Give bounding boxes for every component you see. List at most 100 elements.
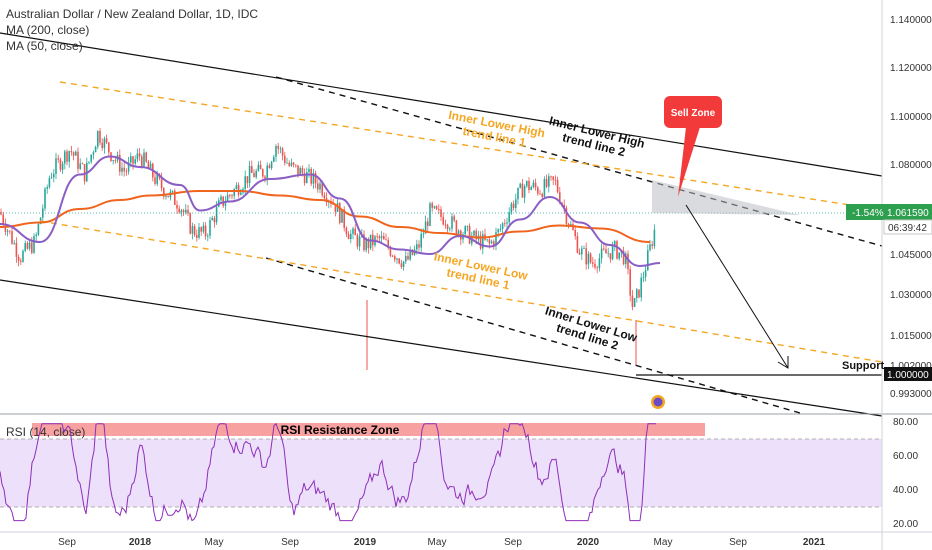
rsi-legend: RSI (14, close) — [6, 425, 85, 439]
candle-body — [15, 242, 18, 257]
candle-body — [556, 179, 559, 193]
candle-body — [53, 173, 55, 178]
candle-body — [647, 250, 649, 271]
candle-body — [37, 223, 40, 235]
candle-body — [444, 224, 447, 226]
time-tick-label: May — [654, 537, 673, 548]
candle-body — [262, 169, 264, 177]
candle-body — [356, 235, 359, 247]
candle-body — [442, 216, 444, 225]
candle-body — [11, 231, 13, 244]
candle-body — [77, 151, 79, 169]
candle-body — [543, 179, 546, 197]
candle-body — [497, 229, 499, 233]
candle-body — [81, 163, 84, 165]
rsi-tick-label: 40.00 — [893, 485, 918, 496]
candle-body — [526, 180, 528, 187]
candle-body — [31, 242, 33, 253]
candle-body — [101, 142, 103, 149]
candle-body — [284, 155, 286, 164]
candle-body — [17, 256, 20, 261]
ma200-legend[interactable]: MA (200, close) — [6, 23, 90, 37]
candle-body — [627, 253, 629, 270]
candle-body — [229, 194, 231, 196]
candle-body — [275, 146, 277, 157]
sell-zone-balloon — [664, 96, 722, 128]
symbol-title: Australian Dollar / New Zealand Dollar, … — [6, 7, 259, 21]
candle-body — [220, 196, 222, 201]
change-badge-text: -1.54% — [852, 208, 884, 219]
candle-body — [506, 222, 508, 224]
candle-body — [134, 159, 136, 164]
trend-lines — [0, 32, 883, 417]
candle-body — [207, 235, 209, 237]
candle-body — [138, 153, 141, 157]
candle-body — [537, 187, 539, 194]
candle-body — [319, 183, 321, 190]
candle-body — [583, 248, 585, 249]
candle-body — [79, 163, 81, 169]
inner-lower-low-line-2 — [265, 257, 801, 414]
candle-body — [592, 262, 594, 264]
price-tick-label: 1.030000 — [890, 290, 932, 301]
rsi-line — [0, 422, 656, 522]
sell-zone-label: Sell Zone — [671, 108, 716, 119]
candle-body — [367, 239, 370, 249]
candle-body — [363, 234, 365, 251]
ma50-line — [0, 155, 661, 268]
candle-body — [64, 151, 66, 164]
candle-body — [50, 177, 53, 179]
candle-body — [145, 152, 147, 162]
candle-body — [644, 270, 647, 277]
candle-body — [57, 158, 59, 160]
candle-body — [594, 263, 596, 268]
candle-body — [46, 187, 48, 189]
candle-body — [143, 152, 145, 166]
candle-body — [2, 214, 4, 224]
candle-body — [90, 154, 92, 162]
time-tick-label: 2018 — [129, 537, 152, 548]
candle-body — [176, 204, 178, 209]
candle-body — [565, 208, 568, 224]
candle-body — [105, 138, 108, 143]
candle-body — [490, 241, 493, 244]
candle-body — [548, 176, 550, 187]
candle-body — [455, 220, 458, 234]
candle-body — [147, 161, 150, 168]
candle-body — [286, 162, 288, 164]
candle-body — [20, 260, 22, 262]
candle-body — [534, 182, 537, 188]
ma50-legend[interactable]: MA (50, close) — [6, 39, 83, 53]
candle-body — [189, 213, 191, 234]
candle-body — [570, 224, 572, 226]
time-tick-label: Sep — [729, 537, 747, 548]
lower-channel-line — [0, 279, 883, 417]
rsi-tick-label: 80.00 — [893, 417, 918, 428]
candle-body — [301, 168, 304, 174]
candle-body — [149, 163, 152, 168]
candle-body — [303, 173, 306, 183]
candle-body — [378, 236, 381, 239]
time-tick-label: 2021 — [803, 537, 826, 548]
candle-body — [446, 224, 449, 230]
candle-body — [466, 225, 469, 227]
candle-body — [411, 249, 414, 255]
candle-body — [334, 204, 337, 212]
candle-body — [308, 168, 310, 173]
rsi-zone-label: RSI Resistance Zone — [281, 423, 400, 437]
candle-body — [400, 263, 403, 267]
candle-body — [123, 167, 125, 172]
candle-body — [299, 168, 301, 175]
price-tick-label: 1.002000 — [890, 361, 932, 372]
candle-body — [270, 161, 273, 169]
candle-body — [653, 229, 656, 247]
candle-body — [125, 171, 128, 173]
candle-body — [281, 148, 284, 156]
candle-body — [24, 243, 26, 251]
price-tick-label: 1.140000 — [890, 15, 932, 26]
candle-body — [257, 164, 260, 171]
rsi-band — [0, 439, 882, 507]
